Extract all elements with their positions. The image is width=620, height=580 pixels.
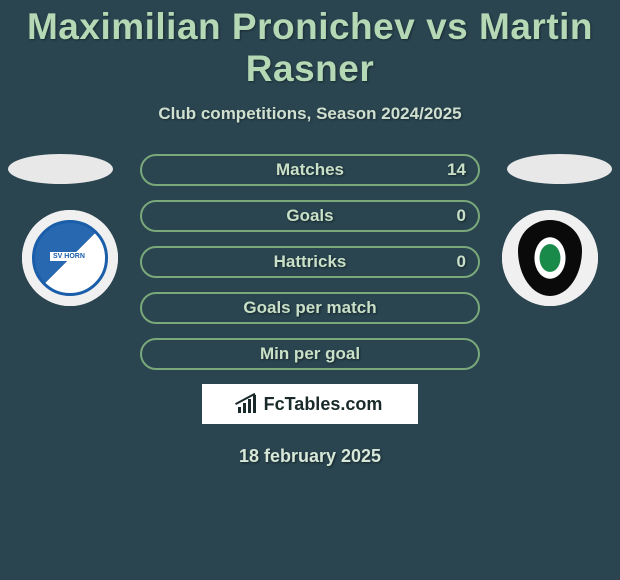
date-label: 18 february 2025 (0, 446, 620, 467)
stat-label: Hattricks (274, 252, 347, 272)
player-left-club-logo (22, 210, 118, 306)
subtitle: Club competitions, Season 2024/2025 (0, 104, 620, 124)
stat-label: Matches (276, 160, 344, 180)
comparison-panel: Matches 14 Goals 0 Hattricks 0 Goals per… (0, 154, 620, 467)
stat-right-value: 0 (457, 252, 466, 272)
brand-badge: FcTables.com (202, 384, 418, 424)
stat-row: Min per goal (140, 338, 480, 370)
stat-right-value: 0 (457, 206, 466, 226)
player-left-avatar (8, 154, 113, 184)
stat-row: Matches 14 (140, 154, 480, 186)
brand-text: FcTables.com (264, 394, 383, 415)
stat-row: Goals per match (140, 292, 480, 324)
player-right-avatar (507, 154, 612, 184)
stat-label: Goals (286, 206, 333, 226)
fctables-chart-icon (238, 395, 260, 413)
sv-ried-logo-icon (502, 210, 598, 306)
stat-label: Goals per match (243, 298, 376, 318)
stat-right-value: 14 (447, 160, 466, 180)
player-right-club-logo (502, 210, 598, 306)
sv-horn-logo-icon (22, 210, 118, 306)
stat-label: Min per goal (260, 344, 360, 364)
stats-list: Matches 14 Goals 0 Hattricks 0 Goals per… (140, 154, 480, 370)
page-title: Maximilian Pronichev vs Martin Rasner (0, 0, 620, 90)
stat-row: Goals 0 (140, 200, 480, 232)
stat-row: Hattricks 0 (140, 246, 480, 278)
